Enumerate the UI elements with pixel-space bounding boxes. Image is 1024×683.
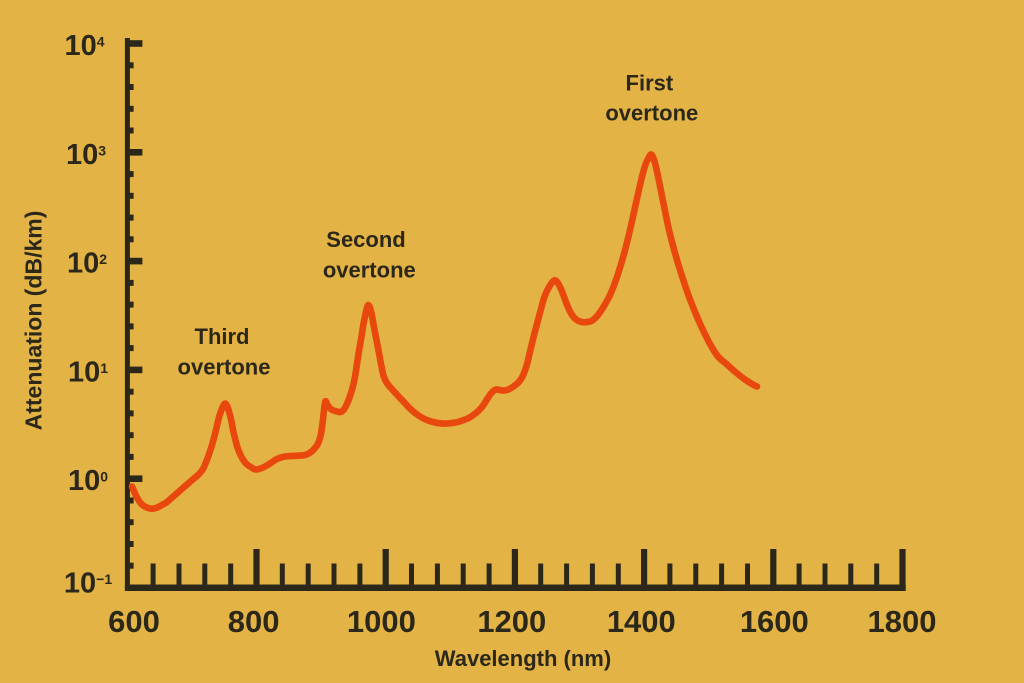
svg-text:Second: Second: [326, 227, 405, 252]
svg-text:1200: 1200: [477, 604, 546, 639]
svg-text:600: 600: [108, 604, 160, 639]
svg-text:1600: 1600: [740, 604, 809, 639]
svg-text:Wavelength (nm): Wavelength (nm): [435, 646, 611, 671]
svg-text:1400: 1400: [607, 604, 676, 639]
svg-text:overtone: overtone: [178, 355, 271, 380]
svg-text:800: 800: [228, 604, 280, 639]
svg-text:1000: 1000: [347, 604, 416, 639]
svg-text:Third: Third: [195, 324, 250, 349]
svg-text:Attenuation (dB/km): Attenuation (dB/km): [21, 211, 47, 431]
svg-text:1800: 1800: [868, 604, 937, 639]
svg-text:First: First: [626, 70, 674, 95]
svg-text:overtone: overtone: [605, 101, 698, 126]
svg-text:overtone: overtone: [323, 258, 416, 283]
